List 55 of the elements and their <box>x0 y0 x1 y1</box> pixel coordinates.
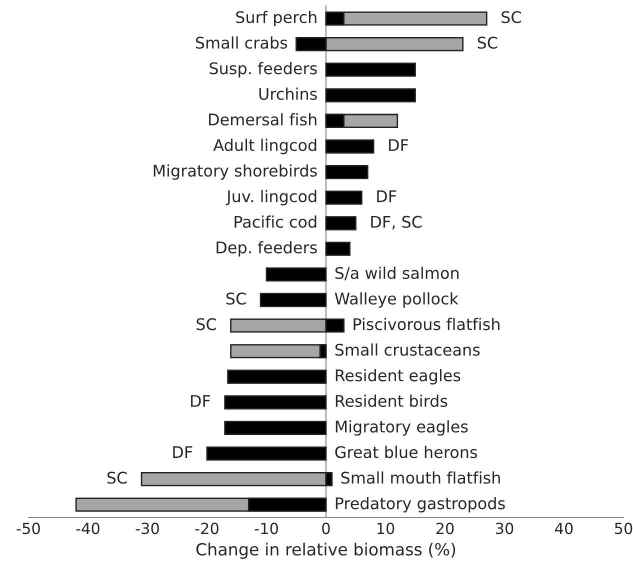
x-tick-label: -10 <box>254 522 278 534</box>
annotation: SC <box>502 11 521 24</box>
annotation: DF <box>173 446 192 458</box>
x-tick-label: 40 <box>555 522 573 534</box>
x-tick-label: 10 <box>377 522 394 534</box>
x-tick-label: 30 <box>496 522 514 534</box>
y-tick-label: Great blue herons <box>335 446 478 458</box>
y-tick-label: Resident birds <box>336 394 448 407</box>
bar <box>227 370 327 384</box>
bar <box>325 62 416 77</box>
annotation: DF <box>191 395 210 407</box>
y-tick-label: Surf perch <box>236 10 316 26</box>
y-tick-label: Susp. feeders <box>210 62 317 78</box>
bar <box>206 446 327 461</box>
bar <box>260 292 327 308</box>
annotation: SC <box>478 36 498 49</box>
y-tick-label: Walleye pollock <box>334 292 458 308</box>
bar <box>325 164 368 180</box>
annotation: DF, SC <box>371 216 422 230</box>
bar <box>266 267 327 282</box>
y-tick-label: Migratory shorebirds <box>154 164 317 180</box>
bar <box>325 88 416 102</box>
annotation: DF <box>377 190 396 202</box>
x-tick-label: 0 <box>322 522 330 534</box>
y-tick-label: Juv. lingcod <box>226 190 316 206</box>
annotation: SC <box>107 472 127 484</box>
x-tick-label: -50 <box>16 522 40 534</box>
y-tick-label: S/a wild salmon <box>335 266 459 280</box>
x-tick-label: -40 <box>76 522 100 534</box>
y-tick-label: Pacific cod <box>234 216 316 228</box>
y-tick-label: Predatory gastropods <box>336 496 505 512</box>
y-tick-label: Small crabs <box>196 36 288 49</box>
x-tick-label: 20 <box>436 522 454 534</box>
bar <box>325 216 356 230</box>
x-tick-label: -30 <box>136 522 159 534</box>
y-tick-label: Resident eagles <box>336 369 460 384</box>
annotation: SC <box>226 292 246 305</box>
y-tick-label: Small crustaceans <box>335 343 480 356</box>
annotation: DF <box>389 139 408 151</box>
bar <box>224 420 327 436</box>
annotation: SC <box>196 318 216 330</box>
y-tick-label: Dep. feeders <box>216 241 317 257</box>
y-tick-label: Small mouth flatfish <box>341 471 500 484</box>
y-tick-label: Urchins <box>259 88 317 100</box>
x-tick-label: -20 <box>195 522 218 534</box>
bar <box>325 242 350 256</box>
y-tick-label: Demersal fish <box>209 113 316 126</box>
x-tick-label: 50 <box>614 522 632 534</box>
bar <box>325 190 362 205</box>
bar <box>325 139 374 154</box>
bar <box>224 395 327 410</box>
y-tick-label: Piscivorous flatfish <box>354 318 500 330</box>
y-tick-label: Migratory eagles <box>336 420 468 436</box>
x-axis-title: Change in relative biomass (%) <box>196 542 456 559</box>
y-tick-label: Adult lingcod <box>213 138 316 154</box>
